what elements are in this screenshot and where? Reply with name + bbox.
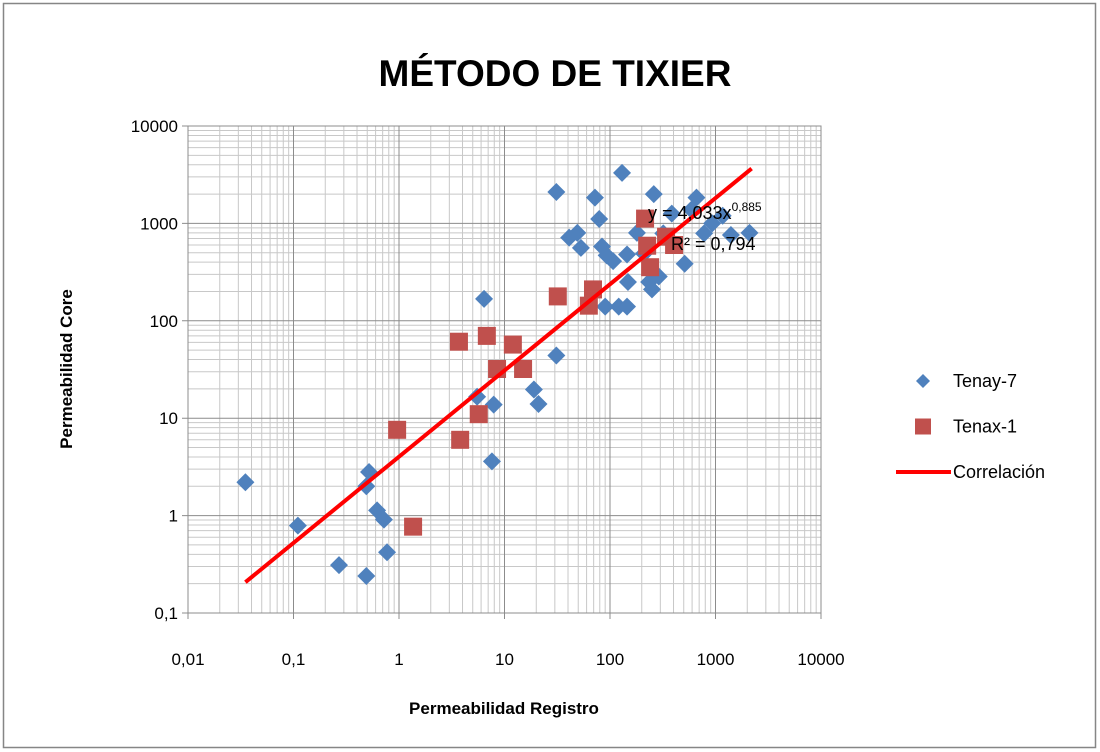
diamond-marker [703,214,722,233]
x-tick-label: 10 [495,650,514,669]
x-tick-label: 100 [596,650,624,669]
x-axis-label: Permeabilidad Registro [409,699,599,718]
square-marker [514,359,533,378]
y-tick-label: 10000 [131,117,178,136]
diamond-marker [330,556,349,575]
y-tick-label: 100 [150,312,178,331]
diamond-marker [484,395,503,414]
plot-area-border [187,125,822,614]
diamond-marker [547,346,566,365]
x-tick-label: 0,1 [282,650,306,669]
diamond-marker [644,185,663,204]
square-marker [469,405,488,424]
diamond-marker [482,452,501,471]
diamond-marker [475,289,494,308]
x-tick-label: 1 [394,650,403,669]
y-tick-label: 1 [169,507,178,526]
square-marker [641,258,660,277]
diamond-marker [740,223,759,242]
diamond-marker [468,387,487,406]
square-marker [548,287,567,306]
diamond-marker [288,516,307,535]
diamond-marker [642,280,661,299]
diamond-marker [662,204,681,223]
square-marker [503,335,522,354]
square-marker [579,296,598,315]
square-marker [388,420,407,439]
diamond-marker [529,394,548,413]
x-tick-label: 1000 [697,650,735,669]
square-marker [449,332,468,351]
diamond-marker [585,188,604,207]
equation-annotation: y = 4,033x0,885 [648,200,762,223]
x-tick-label: 0,01 [171,650,204,669]
diamond-marker [618,245,637,264]
legend-marker [915,418,931,435]
diamond-marker [568,223,587,242]
diamond-marker [687,188,706,207]
diamond-marker [571,238,590,257]
r2-annotation: R² = 0,794 [671,234,756,254]
diamond-marker [597,246,616,265]
diamond-marker [618,273,637,292]
legend-marker [916,374,930,388]
square-marker [636,209,655,228]
square-marker [477,326,496,345]
y-axis-label: Permeabilidad Core [57,289,76,449]
square-marker [665,236,684,255]
equation-exponent: 0,885 [732,200,762,214]
x-tick-label: 10000 [797,650,844,669]
legend-label: Tenay-7 [953,371,1017,391]
diamond-marker [604,252,623,271]
square-marker [451,430,470,449]
diamond-marker [357,566,376,585]
grid [182,125,822,619]
legend: Tenay-7 Tenax-1 Correlación [896,371,1045,482]
diamond-marker [590,209,609,228]
diamond-marker [675,254,694,273]
y-tick-label: 1000 [140,214,178,233]
diamond-marker [713,206,732,225]
diamond-marker [547,183,566,202]
chart-title: MÉTODO DE TIXIER [379,53,732,94]
y-tick-label: 10 [159,409,178,428]
diamond-marker [613,163,632,182]
diamond-marker [695,224,714,243]
diamond-marker [721,226,740,245]
square-marker [404,517,423,536]
diamond-marker [378,543,397,562]
plot-marks [236,163,759,585]
trend-line [244,166,753,584]
diamond-marker [368,501,387,520]
diamond-marker [618,297,637,316]
diamond-marker [374,510,393,529]
diamond-marker [524,380,543,399]
diamond-marker [236,473,255,492]
diamond-marker [596,297,615,316]
equation-text: y = 4,033x [648,203,732,223]
y-tick-label: 0,1 [154,604,178,623]
legend-label: Tenax-1 [953,417,1017,437]
legend-label: Correlación [953,462,1045,482]
